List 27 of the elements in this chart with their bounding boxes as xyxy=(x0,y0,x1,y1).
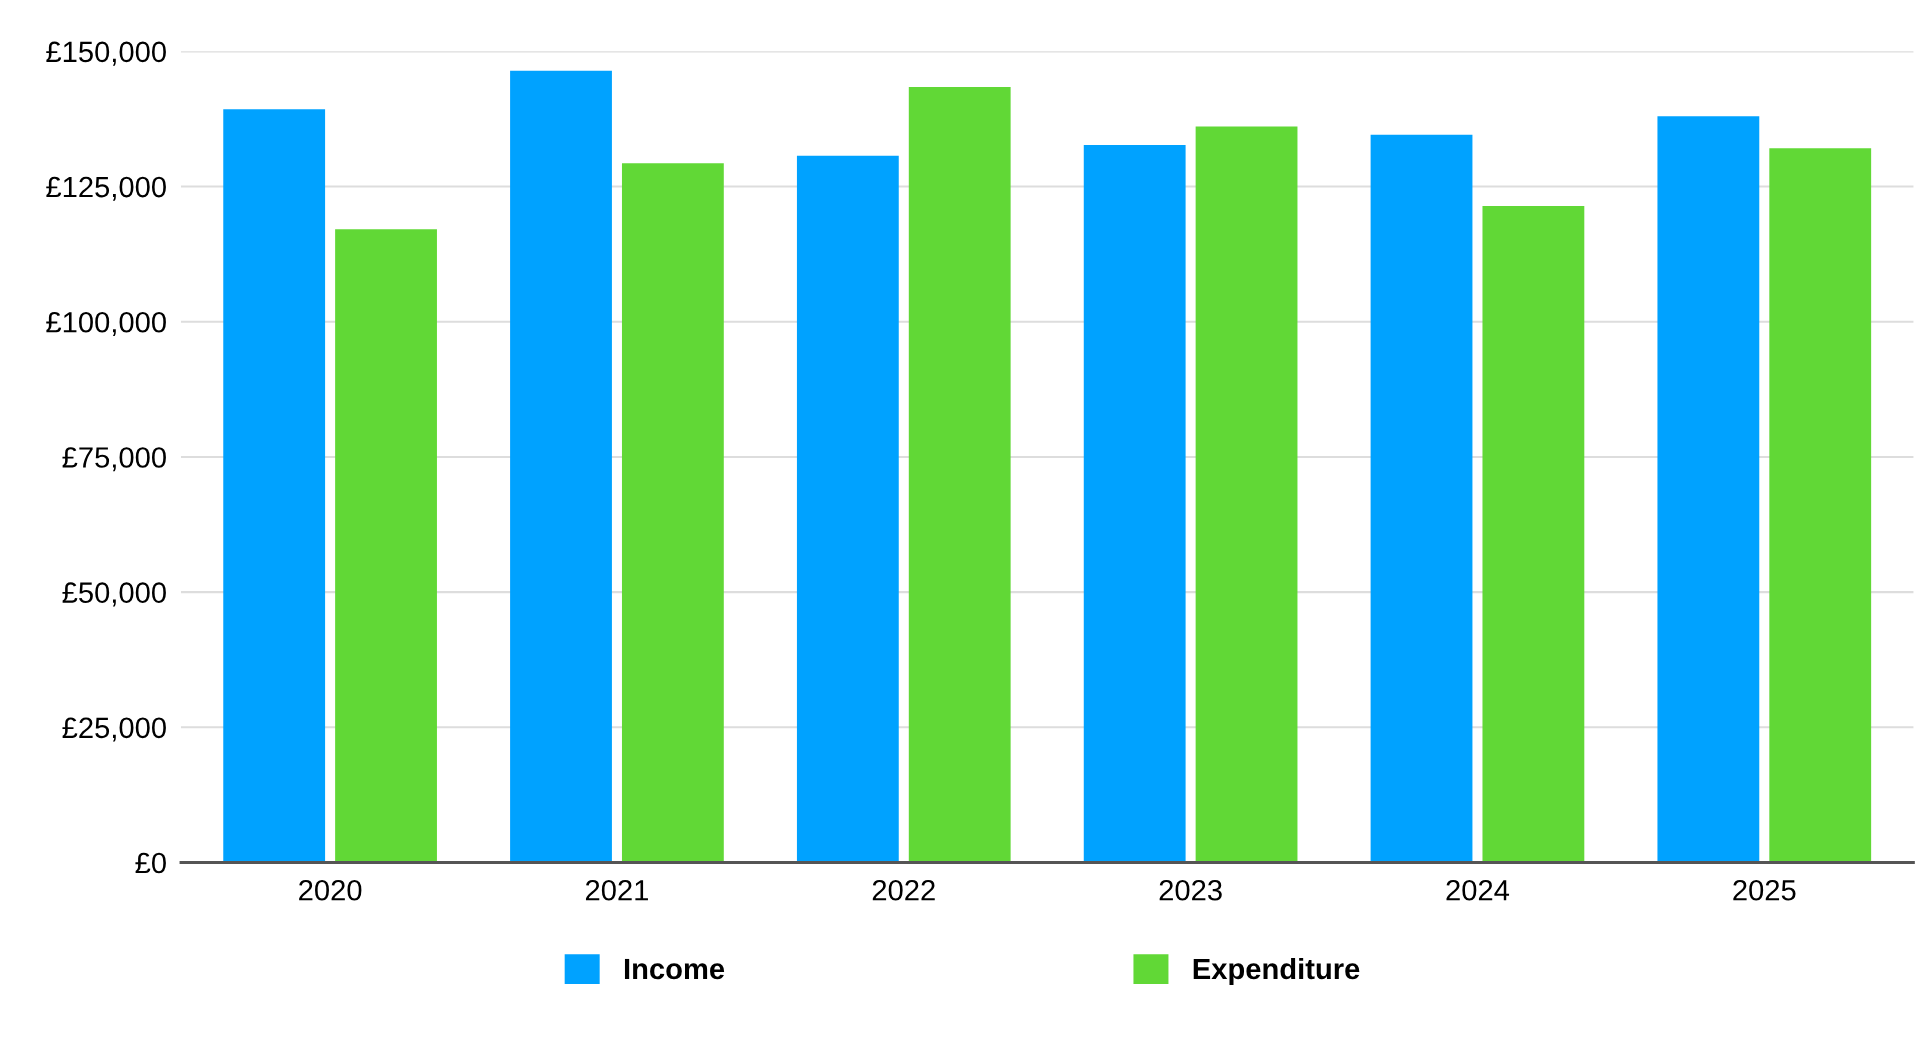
x-tick-label: 2021 xyxy=(585,879,648,901)
y-tick-label: £25,000 xyxy=(62,717,166,742)
bar xyxy=(1083,144,1186,863)
bar xyxy=(1769,148,1872,863)
x-tick-label: 2023 xyxy=(1159,879,1222,901)
bar xyxy=(1657,116,1760,863)
bar xyxy=(1482,206,1585,863)
legend-label: Income xyxy=(624,958,725,980)
x-tick-label: 2020 xyxy=(299,879,362,901)
bar xyxy=(908,87,1011,863)
x-tick-label: 2024 xyxy=(1446,879,1510,901)
x-tick-label: 2025 xyxy=(1733,879,1796,901)
bar xyxy=(223,109,326,863)
legend-label: Expenditure xyxy=(1193,957,1360,986)
y-tick-label: £125,000 xyxy=(46,176,166,201)
y-tick-label: £100,000 xyxy=(46,311,166,337)
bar xyxy=(335,229,437,863)
y-tick-label: £150,000 xyxy=(46,41,166,66)
bar xyxy=(1370,134,1473,863)
bar xyxy=(510,70,612,863)
y-tick-label: £0 xyxy=(135,852,166,874)
x-tick-label: 2022 xyxy=(872,879,935,901)
bar xyxy=(1195,126,1298,863)
y-tick-label: £75,000 xyxy=(62,447,166,472)
y-tick-label: £50,000 xyxy=(62,582,166,607)
bar xyxy=(621,163,724,863)
bar xyxy=(796,155,899,863)
